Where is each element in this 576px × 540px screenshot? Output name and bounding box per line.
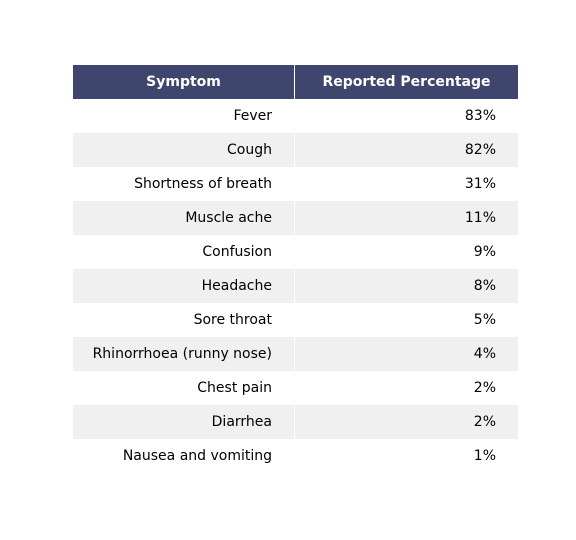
symptom-cell: Rhinorrhoea (runny nose): [73, 337, 295, 371]
table-row: Headache 8%: [73, 269, 518, 303]
symptom-cell: Fever: [73, 99, 295, 133]
percentage-cell: 11%: [464, 210, 496, 226]
percentage-cell: 4%: [473, 346, 496, 362]
percentage-cell: 83%: [464, 108, 496, 124]
table-header: Symptom Reported Percentage: [73, 65, 518, 99]
table-row: Muscle ache 11%: [73, 201, 518, 235]
percentage-cell: 2%: [473, 414, 496, 430]
symptom-table: Symptom Reported Percentage Fever 83% Coug…: [73, 65, 518, 473]
table-row: Rhinorrhoea (runny nose) 4%: [73, 337, 518, 371]
table-row: Shortness of breath 31%: [73, 167, 518, 201]
table-row: Fever 83%: [73, 99, 518, 133]
symptom-cell: Sore throat: [73, 303, 295, 337]
symptom-cell: Muscle ache: [73, 201, 295, 235]
symptom-cell: Cough: [73, 133, 295, 167]
header-symptom: Symptom: [73, 65, 295, 99]
table-row: Cough 82%: [73, 133, 518, 167]
table-row: Chest pain 2%: [73, 371, 518, 405]
symptom-cell: Headache: [73, 269, 295, 303]
percentage-cell: 5%: [473, 312, 496, 328]
percentage-cell: 82%: [464, 142, 496, 158]
symptom-cell: Shortness of breath: [73, 167, 295, 201]
percentage-cell: 9%: [473, 244, 496, 260]
symptom-cell: Confusion: [73, 235, 295, 269]
table-row: Sore throat 5%: [73, 303, 518, 337]
percentage-cell: 2%: [473, 380, 496, 396]
percentage-cell: 31%: [464, 176, 496, 192]
table-body: Fever 83% Cough 82% Shortness of breath 31% Mu…: [73, 99, 518, 473]
table-row: Nausea and vomiting 1%: [73, 439, 518, 473]
percentage-cell: 8%: [473, 278, 496, 294]
table-row: Diarrhea 2%: [73, 405, 518, 439]
header-reported-percentage: Reported Percentage: [322, 74, 491, 90]
symptom-cell: Chest pain: [73, 371, 295, 405]
symptom-cell: Diarrhea: [73, 405, 295, 439]
table-row: Confusion 9%: [73, 235, 518, 269]
percentage-cell: 1%: [473, 448, 496, 464]
symptom-cell: Nausea and vomiting: [73, 439, 295, 473]
